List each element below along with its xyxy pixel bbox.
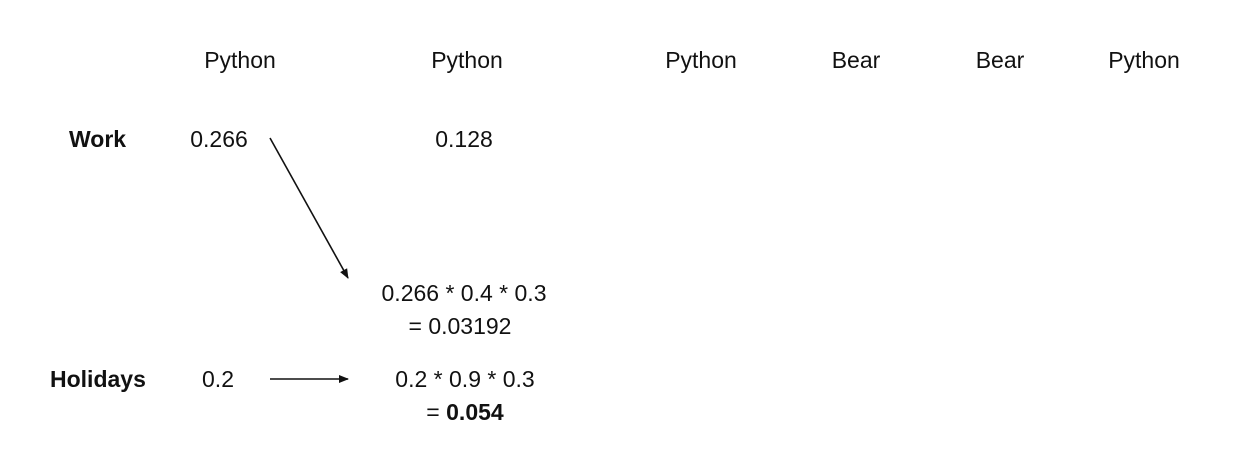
holidays-to-holidays-result: = 0.054	[426, 398, 503, 426]
work-to-holidays-expression: 0.266 * 0.4 * 0.3	[381, 280, 547, 306]
work-to-holidays-result: = 0.03192	[408, 313, 512, 339]
state-label-holidays: Holidays	[50, 366, 146, 392]
holidays-to-holidays-expression: 0.2 * 0.9 * 0.3	[395, 366, 535, 392]
work-value-t2: 0.128	[435, 126, 493, 152]
observation-3: Python	[665, 47, 737, 73]
state-label-work: Work	[69, 126, 127, 152]
result-value: 0.054	[446, 399, 504, 425]
arrow-work-to-holidays	[269, 137, 349, 279]
holidays-value-t1: 0.2	[202, 366, 234, 392]
observation-5: Bear	[975, 47, 1025, 73]
observation-6: Python	[1108, 47, 1180, 73]
work-value-t1: 0.266	[190, 126, 248, 152]
observation-4: Bear	[831, 47, 881, 73]
observation-2: Python	[431, 47, 503, 73]
result-prefix: =	[426, 399, 447, 425]
observation-1: Python	[204, 47, 276, 73]
